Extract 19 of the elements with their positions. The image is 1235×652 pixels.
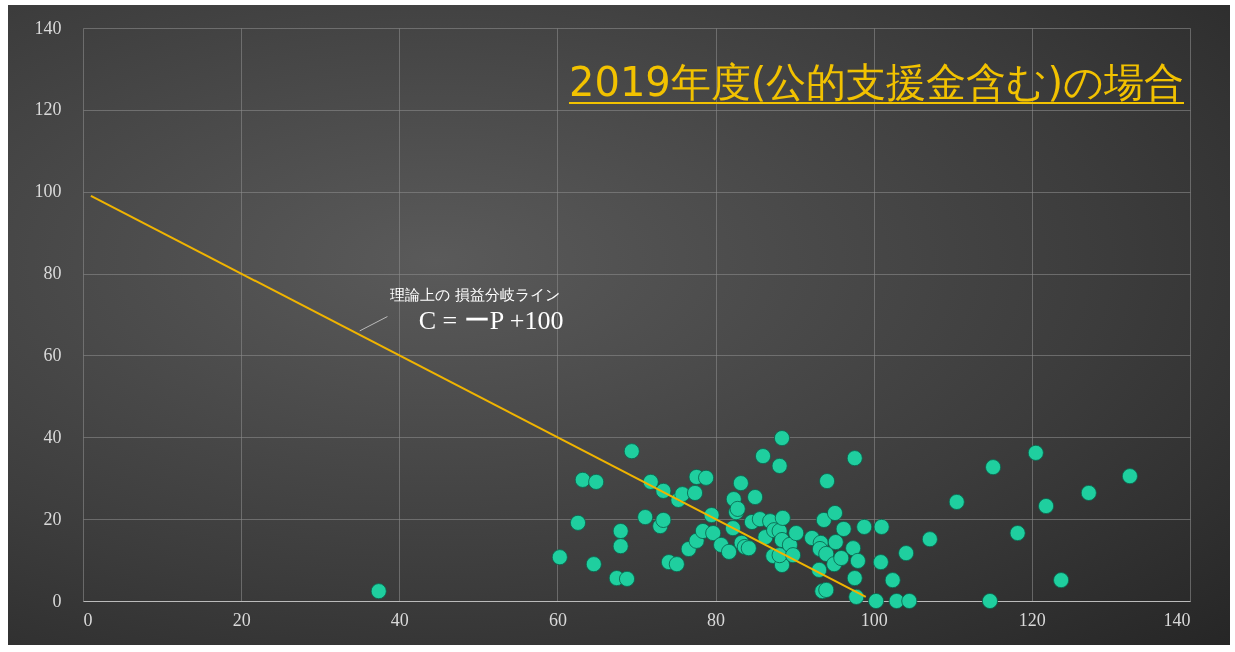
- y-tick-label: 20: [43, 508, 62, 529]
- y-tick-label: 40: [43, 426, 62, 447]
- x-tick-label: 0: [83, 609, 93, 630]
- x-tick-label: 120: [1018, 609, 1046, 630]
- x-tick-label: 80: [707, 609, 726, 630]
- y-tick-label: 0: [52, 590, 62, 611]
- annotation: 理論上の 損益分岐ライン: [389, 285, 560, 304]
- y-tick-label: 140: [34, 17, 62, 38]
- x-tick-label: 60: [548, 609, 567, 630]
- y-tick-label: 80: [43, 263, 62, 284]
- x-tick-label: 100: [860, 609, 888, 630]
- x-tick-label: 20: [232, 609, 251, 630]
- y-tick-label: 100: [34, 181, 62, 202]
- x-tick-label: 40: [390, 609, 409, 630]
- annotation: C = ーP +100: [418, 305, 564, 335]
- y-tick-label: 60: [43, 344, 62, 365]
- text: 2019年度(公的支援金含む)の場合: [568, 58, 1184, 107]
- y-tick-label: 120: [34, 99, 62, 120]
- x-tick-label: 140: [1163, 609, 1191, 630]
